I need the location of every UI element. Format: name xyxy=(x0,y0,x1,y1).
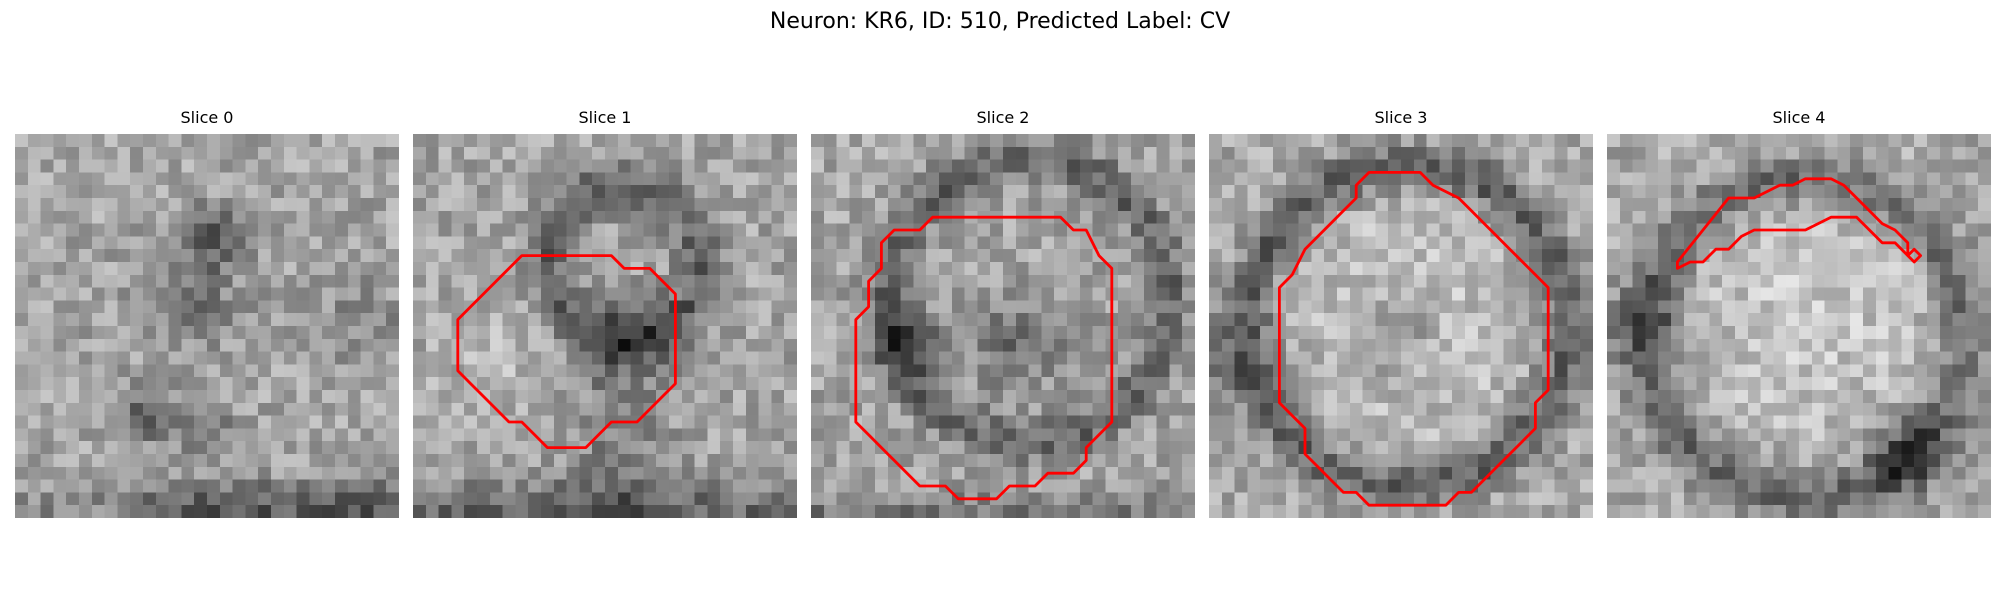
segmentation-contour xyxy=(1277,170,1550,507)
segmentation-contour xyxy=(456,254,677,450)
slice-panel-4: Slice 4 xyxy=(1607,106,1991,526)
slice-image xyxy=(1607,134,1991,518)
slice-panel-1: Slice 1 xyxy=(413,106,797,526)
slice-title: Slice 3 xyxy=(1374,108,1428,127)
slice-panel-2: Slice 2 xyxy=(811,106,1195,526)
slice-title: Slice 1 xyxy=(578,108,632,127)
segmentation-contour xyxy=(854,215,1114,501)
slice-panel-3: Slice 3 xyxy=(1209,106,1593,526)
segmentation-contour xyxy=(1675,177,1923,270)
figure-title: Neuron: KR6, ID: 510, Predicted Label: C… xyxy=(769,9,1231,34)
slice-image xyxy=(811,134,1195,518)
slice-title: Slice 0 xyxy=(180,108,234,127)
slice-image xyxy=(1209,134,1593,518)
slice-image xyxy=(15,134,399,518)
slice-title: Slice 4 xyxy=(1772,108,1826,127)
slice-image xyxy=(413,134,797,518)
slice-panel-0: Slice 0 xyxy=(15,106,399,526)
slice-title: Slice 2 xyxy=(976,108,1030,127)
